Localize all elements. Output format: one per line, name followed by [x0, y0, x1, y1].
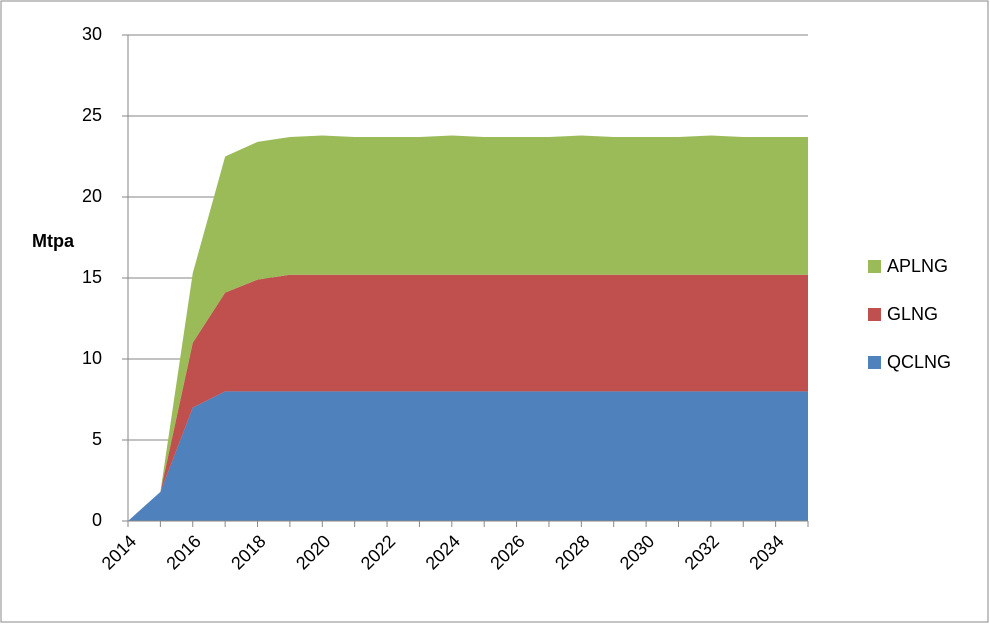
y-tick-label: 0 [92, 510, 102, 530]
y-tick-label: 10 [82, 348, 102, 368]
y-axis-label: Mtpa [32, 231, 75, 251]
legend-label: GLNG [887, 304, 938, 324]
y-tick-label: 15 [82, 267, 102, 287]
legend-label: QCLNG [887, 352, 951, 372]
area [128, 274, 808, 521]
y-tick-label: 20 [82, 186, 102, 206]
y-tick-label: 25 [82, 105, 102, 125]
legend-swatch [868, 260, 881, 273]
area [128, 391, 808, 521]
legend-label: APLNG [887, 256, 948, 276]
y-tick-label: 30 [82, 24, 102, 44]
area [128, 135, 808, 521]
y-tick-label: 5 [92, 429, 102, 449]
legend-swatch [868, 308, 881, 321]
legend-swatch [868, 356, 881, 369]
